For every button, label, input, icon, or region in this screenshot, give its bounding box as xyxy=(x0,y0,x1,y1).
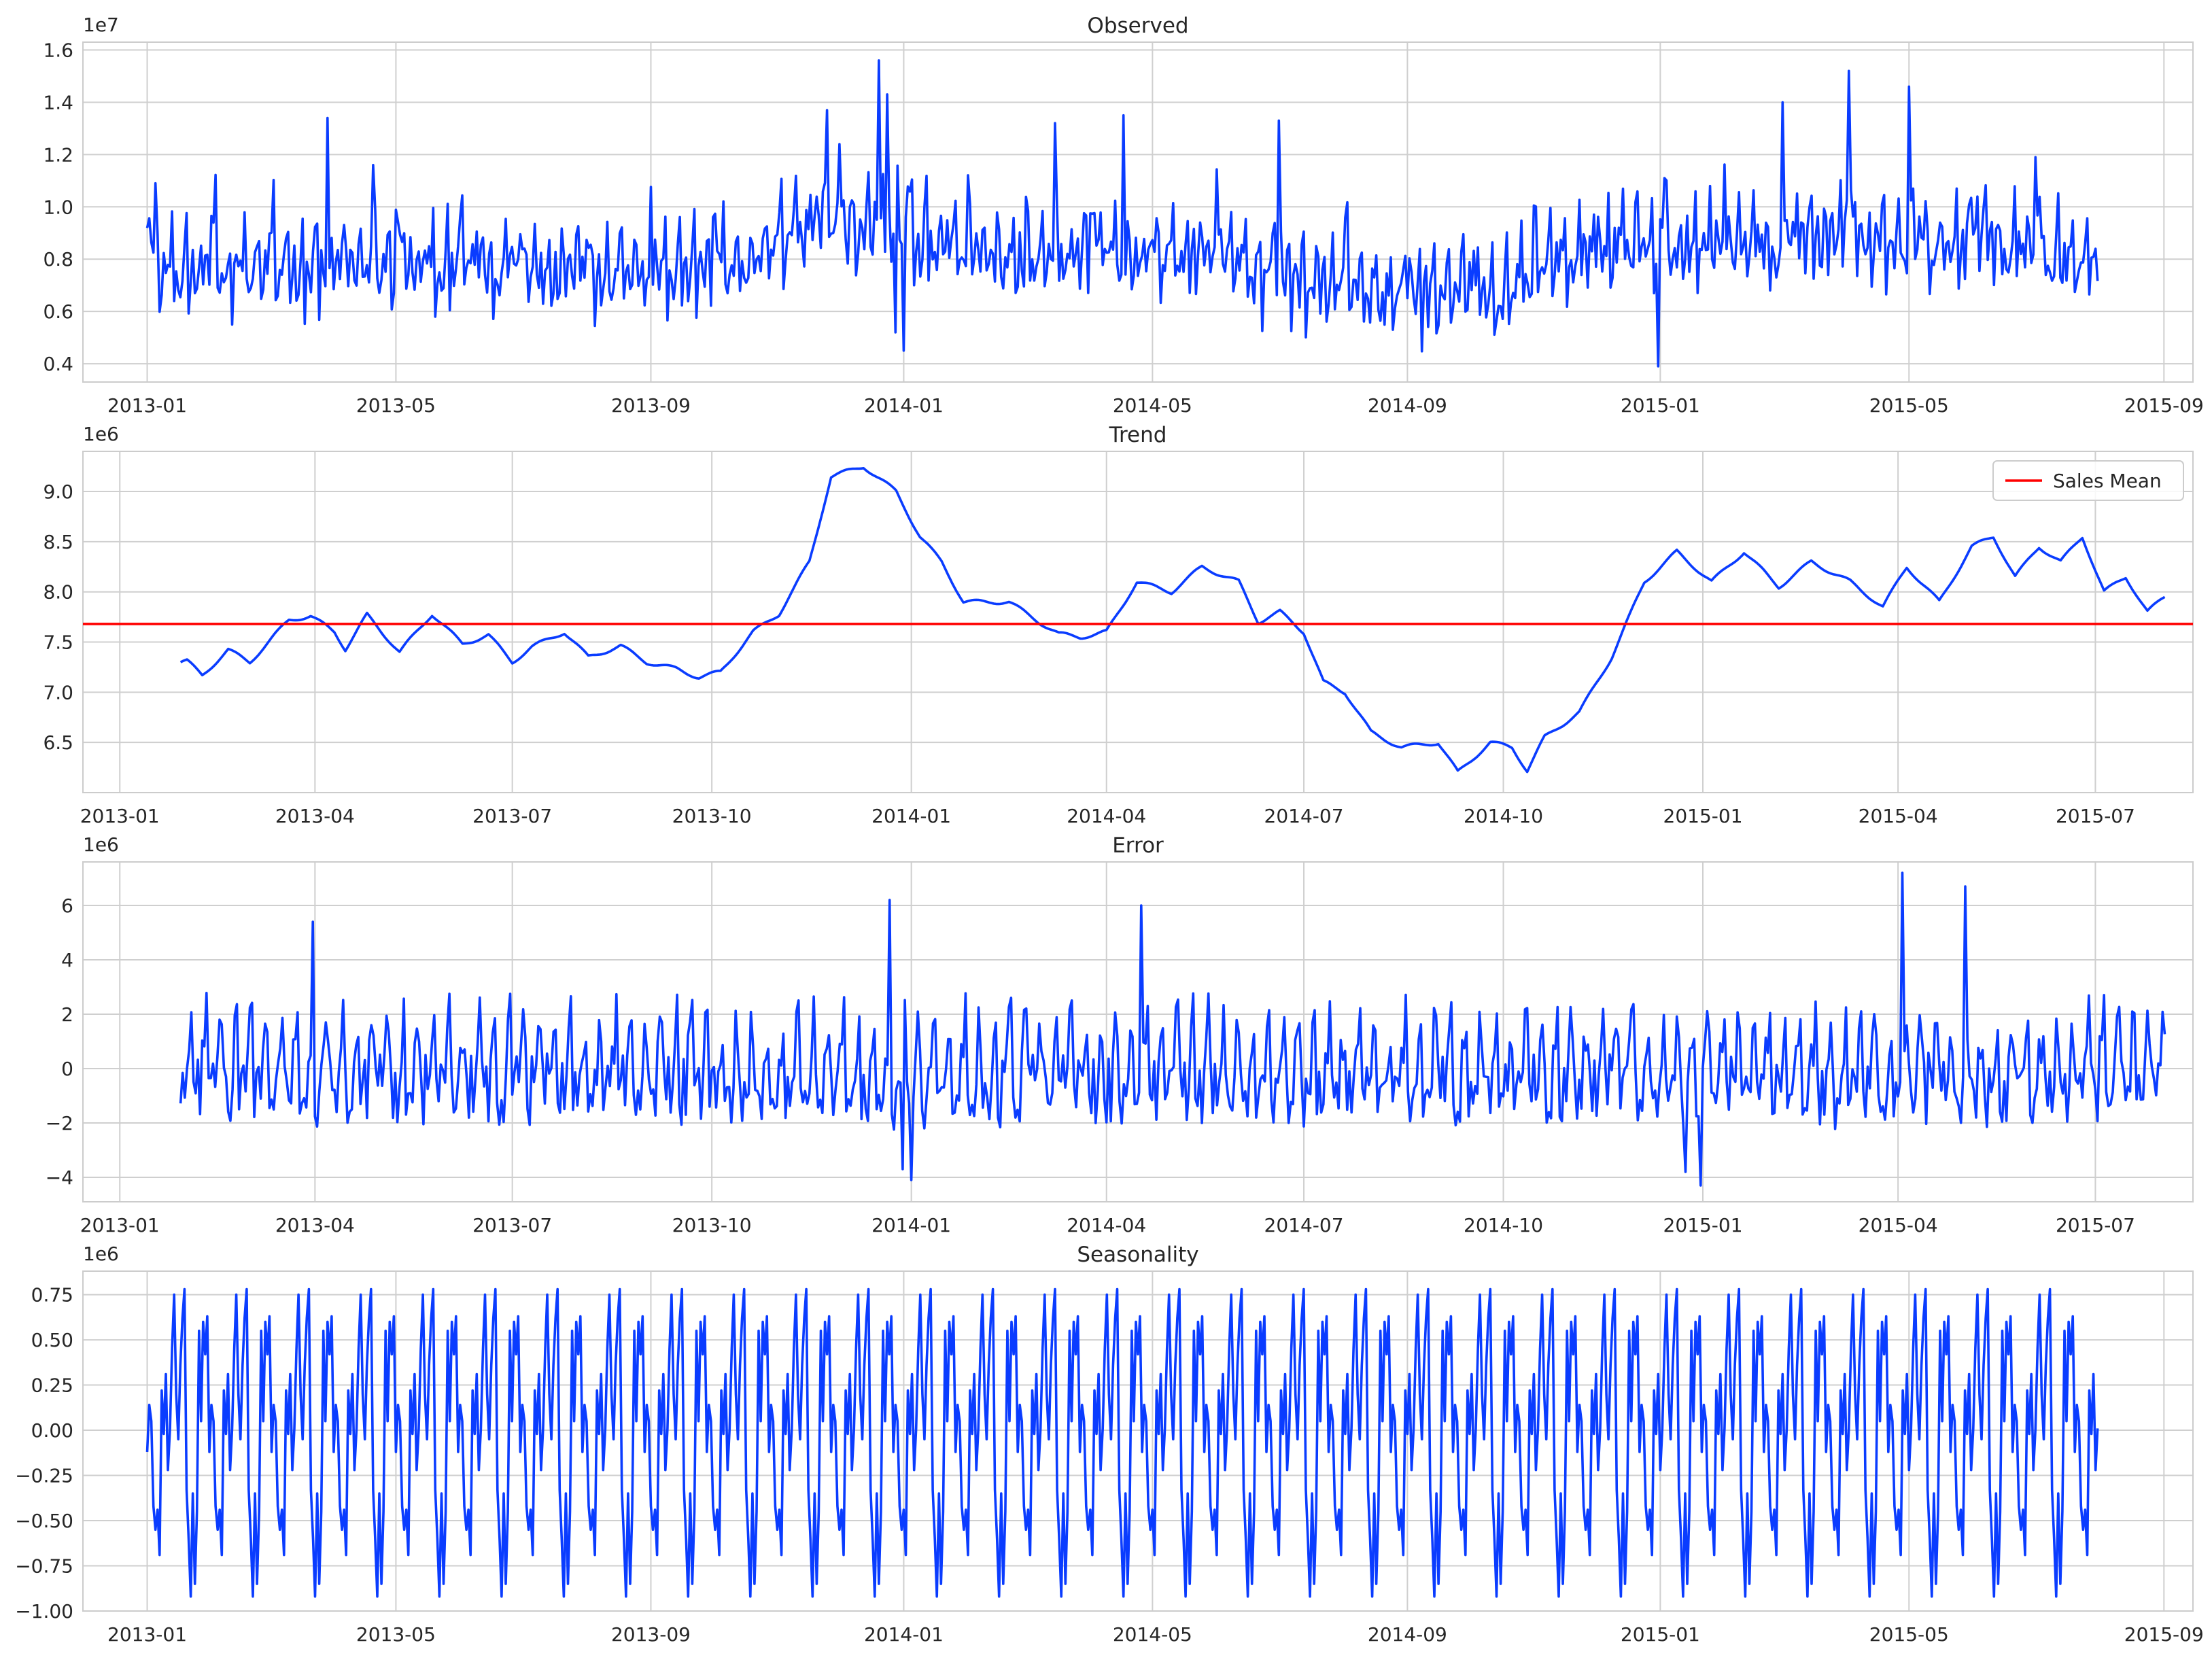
y-tick-label: 0.8 xyxy=(43,248,73,271)
x-tick-label: 2014-01 xyxy=(871,805,951,827)
y-tick-label: −4 xyxy=(46,1166,73,1189)
y-tick-label: 0.75 xyxy=(31,1284,73,1306)
x-tick-label: 2014-01 xyxy=(864,394,944,417)
y-tick-label: 7.0 xyxy=(43,681,73,704)
panel-title: Trend xyxy=(1109,423,1167,447)
series-line xyxy=(179,871,2166,1187)
x-tick-label: 2013-05 xyxy=(356,394,436,417)
y-tick-label: 0 xyxy=(61,1058,73,1080)
x-tick-label: 2015-07 xyxy=(2056,805,2135,827)
x-tick-label: 2015-04 xyxy=(1859,1214,1938,1236)
plot-area xyxy=(83,42,2193,382)
y-tick-label: 0.50 xyxy=(31,1329,73,1351)
panel-error: 2013-01 2013-04 2013-07 2013-10 2014-01 2014-… xyxy=(46,833,2194,1236)
y-tick-label: −0.50 xyxy=(15,1510,73,1532)
x-tick-label: 2014-01 xyxy=(864,1623,944,1646)
x-tick-label: 2015-07 xyxy=(2056,1214,2135,1236)
x-tick-label: 2013-01 xyxy=(80,805,160,827)
series-line xyxy=(145,1287,2099,1598)
y-tick-label: −2 xyxy=(46,1112,73,1135)
x-tick-label: 2014-07 xyxy=(1264,805,1344,827)
x-tick-label: 2014-04 xyxy=(1067,1214,1146,1236)
y-tick-label: 9.0 xyxy=(43,481,73,503)
x-tick-label: 2014-09 xyxy=(1368,1623,1447,1646)
x-tick-label: 2013-09 xyxy=(611,1623,691,1646)
y-tick-label: 0.4 xyxy=(43,353,73,375)
series-line xyxy=(145,59,2099,368)
y-tick-label: 7.5 xyxy=(43,631,73,654)
plot-frame xyxy=(82,451,2194,793)
series-line xyxy=(179,467,2166,774)
y-tick-label: 1.6 xyxy=(43,39,73,62)
x-tick-label: 2015-09 xyxy=(2124,1623,2204,1646)
x-tick-label: 2014-10 xyxy=(1464,805,1543,827)
x-tick-label: 2014-05 xyxy=(1113,1623,1192,1646)
x-tick-label: 2015-01 xyxy=(1663,805,1743,827)
plot-frame xyxy=(82,41,2194,383)
plot-frame xyxy=(82,861,2194,1202)
y-tick-label: 6 xyxy=(61,895,73,917)
x-tick-label: 2013-01 xyxy=(107,394,187,417)
legend: Sales Mean xyxy=(1992,460,2184,501)
plot-frame xyxy=(82,1270,2194,1612)
x-tick-label: 2013-05 xyxy=(356,1623,436,1646)
y-tick-label: −1.00 xyxy=(15,1600,73,1623)
panel-observed: 2013-01 2013-05 2013-09 2014-01 2014-05 2014-… xyxy=(43,14,2203,417)
offset-label: 1e6 xyxy=(83,833,119,856)
x-tick-label: 2015-09 xyxy=(2124,394,2204,417)
y-tick-label: 0.25 xyxy=(31,1374,73,1397)
y-tick-label: 2 xyxy=(61,1003,73,1026)
x-tick-label: 2014-04 xyxy=(1067,805,1146,827)
x-tick-label: 2013-07 xyxy=(472,805,552,827)
x-tick-label: 2015-01 xyxy=(1621,394,1700,417)
y-tick-label: 0.6 xyxy=(43,300,73,323)
y-tick-label: −0.75 xyxy=(15,1555,73,1578)
x-tick-label: 2015-05 xyxy=(1869,394,1949,417)
x-tick-label: 2014-09 xyxy=(1368,394,1447,417)
x-tick-label: 2015-01 xyxy=(1663,1214,1743,1236)
panel-trend: 2013-01 2013-04 2013-07 2013-10 2014-01 2014-… xyxy=(43,423,2194,827)
y-tick-label: 0.00 xyxy=(31,1419,73,1442)
y-tick-label: −0.25 xyxy=(15,1465,73,1487)
panel-title: Observed xyxy=(1087,14,1188,38)
x-tick-label: 2015-04 xyxy=(1859,805,1938,827)
x-tick-label: 2013-10 xyxy=(672,1214,752,1236)
x-tick-label: 2014-05 xyxy=(1113,394,1192,417)
legend-box xyxy=(1992,460,2184,501)
y-tick-label: 4 xyxy=(61,949,73,971)
y-tick-label: 8.5 xyxy=(43,531,73,553)
y-tick-label: 6.5 xyxy=(43,731,73,754)
offset-label: 1e6 xyxy=(83,423,119,445)
offset-label: 1e6 xyxy=(83,1243,119,1265)
y-tick-label: 1.2 xyxy=(43,143,73,166)
panel-title: Error xyxy=(1112,833,1164,858)
x-tick-label: 2014-07 xyxy=(1264,1214,1344,1236)
x-tick-label: 2013-04 xyxy=(275,805,355,827)
x-tick-label: 2015-05 xyxy=(1869,1623,1949,1646)
panel-seasonality: 2013-01 2013-05 2013-09 2014-01 2014-05 2014-… xyxy=(15,1243,2204,1646)
x-tick-label: 2013-07 xyxy=(472,1214,552,1236)
legend-label: Sales Mean xyxy=(2053,470,2162,492)
offset-label: 1e7 xyxy=(83,14,119,36)
x-tick-label: 2013-04 xyxy=(275,1214,355,1236)
x-tick-label: 2013-09 xyxy=(611,394,691,417)
x-tick-label: 2014-01 xyxy=(871,1214,951,1236)
x-tick-label: 2014-10 xyxy=(1464,1214,1543,1236)
y-tick-label: 8.0 xyxy=(43,581,73,604)
x-tick-label: 2015-01 xyxy=(1621,1623,1700,1646)
panel-title: Seasonality xyxy=(1077,1243,1198,1267)
y-tick-label: 1.4 xyxy=(43,91,73,114)
plot-area xyxy=(83,451,2193,793)
x-tick-label: 2013-01 xyxy=(80,1214,160,1236)
x-tick-label: 2013-01 xyxy=(107,1623,187,1646)
x-tick-label: 2013-10 xyxy=(672,805,752,827)
y-tick-label: 1.0 xyxy=(43,196,73,218)
